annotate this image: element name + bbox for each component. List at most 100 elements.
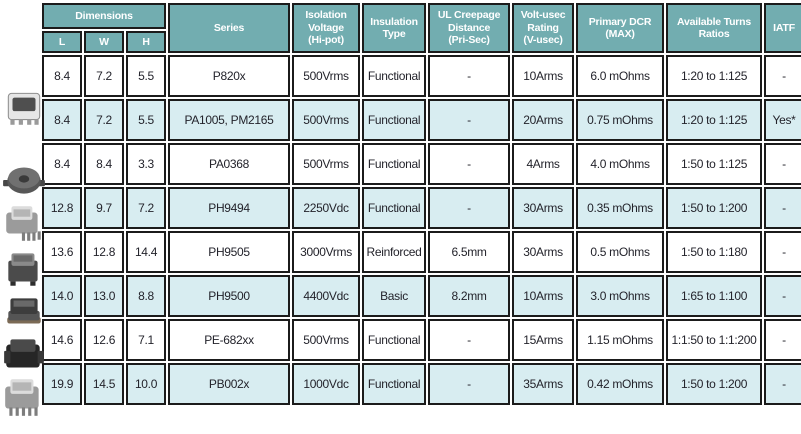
black-transformer-photo [4,339,44,368]
cell-primary-dcr: 0.35 mOhms [576,187,665,229]
cell-ul-creepage: 8.2mm [428,275,511,317]
cell-length: 14.0 [42,275,82,317]
cell-ul-creepage: - [428,143,511,185]
cell-iatf: - [764,275,801,317]
table-row: 8.4 7.2 5.5 PA1005, PM2165 500Vrms Funct… [42,99,801,141]
cell-insulation-type: Functional [362,363,427,405]
table-row: 19.9 14.5 10.0 PB002x 1000Vdc Functional… [42,363,801,405]
cell-primary-dcr: 0.5 mOhms [576,231,665,273]
cell-volt-usec: 30Arms [512,187,575,229]
cell-width: 8.4 [84,143,124,185]
header-length: L [42,31,82,53]
cell-height: 5.5 [126,55,167,97]
block-transformer-photo [8,253,38,286]
cell-width: 7.2 [84,99,124,141]
header-isolation-voltage: Isolation Voltage (Hi-pot) [292,3,361,53]
cell-width: 12.8 [84,231,124,273]
cell-length: 8.4 [42,143,82,185]
cell-isolation-voltage: 2250Vdc [292,187,361,229]
cell-ul-creepage: - [428,99,511,141]
table-row: 8.4 7.2 5.5 P820x 500Vrms Functional - 1… [42,55,801,97]
cell-height: 5.5 [126,99,167,141]
cell-ul-creepage: 6.5mm [428,231,511,273]
cell-isolation-voltage: 500Vrms [292,319,361,361]
cell-isolation-voltage: 500Vrms [292,55,361,97]
cell-volt-usec: 15Arms [512,319,575,361]
cell-primary-dcr: 4.0 mOhms [576,143,665,185]
block-transformer-photo [7,298,41,324]
cell-primary-dcr: 6.0 mOhms [576,55,665,97]
table-row: 14.0 13.0 8.8 PH9500 4400Vdc Basic 8.2mm… [42,275,801,317]
cell-volt-usec: 4Arms [512,143,575,185]
cell-primary-dcr: 3.0 mOhms [576,275,665,317]
cell-insulation-type: Functional [362,99,427,141]
header-height: H [126,31,167,53]
cell-iatf: Yes* [764,99,801,141]
cell-iatf: - [764,55,801,97]
cell-iatf: - [764,231,801,273]
cell-volt-usec: 10Arms [512,275,575,317]
cell-isolation-voltage: 4400Vdc [292,275,361,317]
cell-ul-creepage: - [428,363,511,405]
cell-volt-usec: 35Arms [512,363,575,405]
cell-ul-creepage: - [428,55,511,97]
cell-volt-usec: 30Arms [512,231,575,273]
cell-insulation-type: Functional [362,55,427,97]
cell-series: PA0368 [168,143,291,185]
cell-turns-ratios: 1:65 to 1:100 [666,275,763,317]
cell-insulation-type: Basic [362,275,427,317]
cell-ul-creepage: - [428,319,511,361]
cell-series: PE-682xx [168,319,291,361]
smd-transformer-photo [7,92,41,125]
cell-series: PH9494 [168,187,291,229]
cell-ul-creepage: - [428,187,511,229]
cell-height: 14.4 [126,231,167,273]
table-body: 8.4 7.2 5.5 P820x 500Vrms Functional - 1… [42,55,801,405]
header-ul-creepage: UL Creepage Distance (Pri-Sec) [428,3,511,53]
cell-length: 12.8 [42,187,82,229]
cell-length: 8.4 [42,99,82,141]
cell-iatf: - [764,187,801,229]
table-row: 12.8 9.7 7.2 PH9494 2250Vdc Functional -… [42,187,801,229]
cell-turns-ratios: 1:50 to 1:125 [666,143,763,185]
product-photo-column [0,0,52,434]
cell-height: 10.0 [126,363,167,405]
cell-width: 9.7 [84,187,124,229]
cell-insulation-type: Functional [362,319,427,361]
cell-width: 12.6 [84,319,124,361]
cell-length: 19.9 [42,363,82,405]
header-series: Series [168,3,291,53]
cell-primary-dcr: 0.42 mOhms [576,363,665,405]
cell-series: P820x [168,55,291,97]
cell-isolation-voltage: 500Vrms [292,143,361,185]
cell-series: PB002x [168,363,291,405]
cell-turns-ratios: 1:50 to 1:200 [666,187,763,229]
cell-volt-usec: 20Arms [512,99,575,141]
cell-isolation-voltage: 500Vrms [292,99,361,141]
cell-insulation-type: Reinforced [362,231,427,273]
cell-insulation-type: Functional [362,187,427,229]
cell-primary-dcr: 0.75 mOhms [576,99,665,141]
header-turns-ratios: Available Turns Ratios [666,3,763,53]
header-dimensions: Dimensions [42,3,167,29]
cell-isolation-voltage: 3000Vrms [292,231,361,273]
transformer-spec-table: Dimensions Series Isolation Voltage (Hi-… [40,1,801,407]
cell-volt-usec: 10Arms [512,55,575,97]
cell-height: 7.2 [126,187,167,229]
cell-length: 13.6 [42,231,82,273]
ecore-transformer-photo [6,206,41,241]
cell-length: 8.4 [42,55,82,97]
table-row: 8.4 8.4 3.3 PA0368 500Vrms Functional - … [42,143,801,185]
cell-height: 8.8 [126,275,167,317]
header-volt-usec: Volt-usec Rating (V-usec) [512,3,575,53]
cell-series: PA1005, PM2165 [168,99,291,141]
cell-primary-dcr: 1.15 mOhms [576,319,665,361]
cell-series: PH9500 [168,275,291,317]
cell-turns-ratios: 1:50 to 1:200 [666,363,763,405]
header-insulation-type: Insulation Type [362,3,427,53]
cell-turns-ratios: 1:20 to 1:125 [666,55,763,97]
table-row: 13.6 12.8 14.4 PH9505 3000Vrms Reinforce… [42,231,801,273]
cell-iatf: - [764,319,801,361]
cell-turns-ratios: 1:50 to 1:180 [666,231,763,273]
